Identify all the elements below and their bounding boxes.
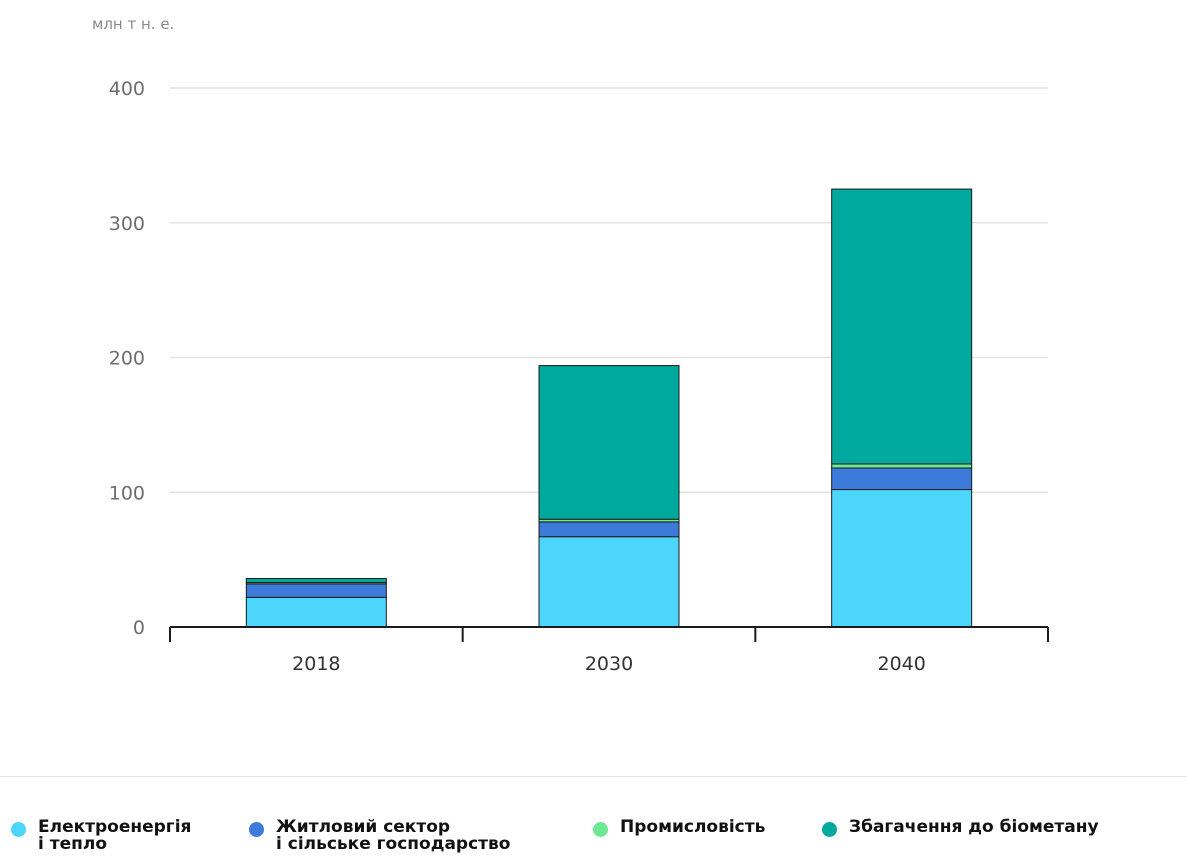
legend-label: Електроенергія і тепло [38, 817, 192, 854]
legend-label: Промисловість [620, 817, 766, 837]
legend-dot-icon [11, 822, 26, 837]
y-tick-label: 0 [133, 617, 145, 639]
x-tick-label: 2018 [292, 653, 340, 675]
legend-label: Житловий сектор і сільське господарство [276, 817, 511, 854]
legend-dot-icon [593, 822, 608, 837]
stacked-bar-chart: млн т н. е. 0 100 200 300 400 2018 2030 2040 [92, 15, 1049, 675]
y-axis-tick-labels: 0 100 200 300 400 [109, 78, 145, 639]
legend-item-residential: Житловий сектор і сільське господарство [249, 819, 510, 853]
bar-stack-2040 [831, 188, 973, 628]
bar-segment [245, 596, 387, 628]
bar-segment [245, 583, 387, 598]
legend-dot-icon [249, 822, 264, 837]
legend-dot-icon [822, 822, 837, 837]
bar-segment [831, 467, 973, 491]
y-tick-label: 200 [109, 348, 145, 370]
y-tick-label: 100 [109, 482, 145, 504]
bars [245, 188, 973, 628]
legend-item-industry: Промисловість [593, 819, 765, 837]
bar-segment [245, 577, 387, 584]
y-tick-label: 400 [109, 78, 145, 100]
bar-segment [831, 489, 973, 628]
bar-segment [831, 463, 973, 469]
y-tick-label: 300 [109, 213, 145, 235]
x-tick-label: 2040 [877, 653, 925, 675]
bar-stack-2018 [245, 577, 387, 628]
bar-segment [538, 536, 680, 628]
bar-segment [538, 365, 680, 520]
legend: Електроенергія і тепло Житловий сектор і… [0, 776, 1187, 853]
x-tick-label: 2030 [585, 653, 633, 675]
bar-segment [538, 521, 680, 538]
bar-segment [831, 188, 973, 465]
legend-item-biomethane: Збагачення до біометану [822, 819, 1099, 837]
legend-label: Збагачення до біометану [849, 817, 1099, 837]
x-axis: 2018 2030 2040 [169, 626, 1049, 675]
bar-stack-2030 [538, 365, 680, 628]
legend-item-electricity: Електроенергія і тепло [11, 819, 191, 853]
y-axis-unit-label: млн т н. е. [92, 15, 174, 33]
